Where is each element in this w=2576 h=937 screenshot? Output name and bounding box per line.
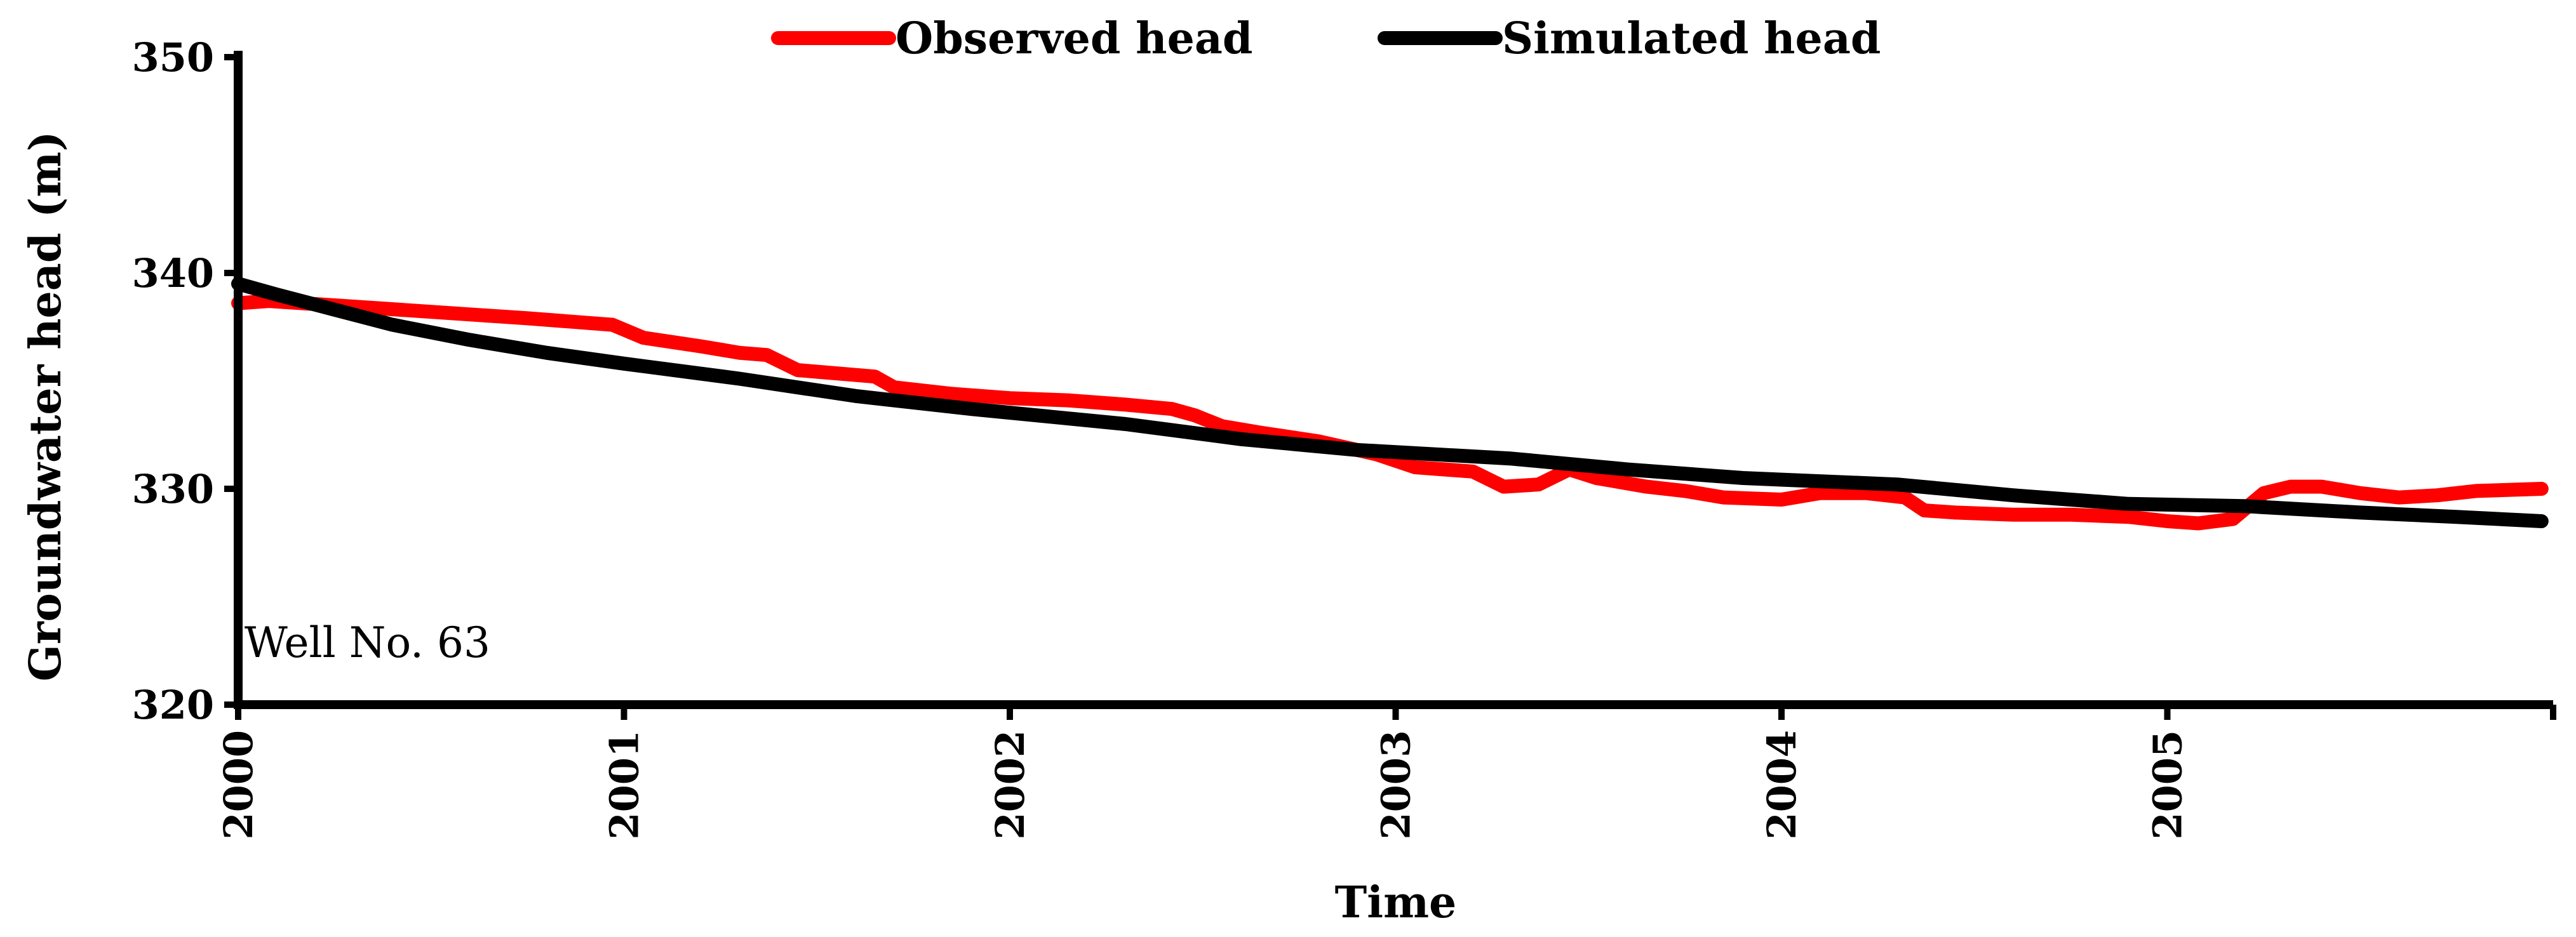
legend-label-simulated-head: Simulated head bbox=[1502, 13, 1881, 64]
x-tick-label: 2001 bbox=[601, 730, 648, 840]
y-axis-title: Groundwater head (m) bbox=[20, 131, 71, 682]
series-line-simulated-head bbox=[231, 277, 2549, 528]
x-tick-label: 2002 bbox=[987, 730, 1033, 840]
axes-layer: 320 330 340 350 2000 2001 2002 2003 2004 2005 bbox=[132, 34, 2556, 840]
x-tick-label: 2000 bbox=[215, 730, 262, 840]
series-line-observed-head bbox=[231, 294, 2549, 531]
y-tick-label: 340 bbox=[132, 250, 214, 296]
x-axis-title: Time bbox=[1335, 877, 1457, 928]
y-tick-label: 330 bbox=[132, 466, 214, 512]
x-tick-label: 2004 bbox=[1759, 730, 1805, 840]
x-tick-label: 2005 bbox=[2145, 730, 2191, 840]
x-tick-label: 2003 bbox=[1373, 730, 1419, 840]
y-tick-label: 320 bbox=[132, 682, 214, 728]
y-tick-label: 350 bbox=[132, 34, 214, 81]
legend-label-observed-head: Observed head bbox=[896, 13, 1252, 64]
well-annotation: Well No. 63 bbox=[245, 618, 490, 667]
legend: Observed head Simulated head bbox=[771, 13, 1881, 64]
series-layer bbox=[231, 277, 2549, 531]
